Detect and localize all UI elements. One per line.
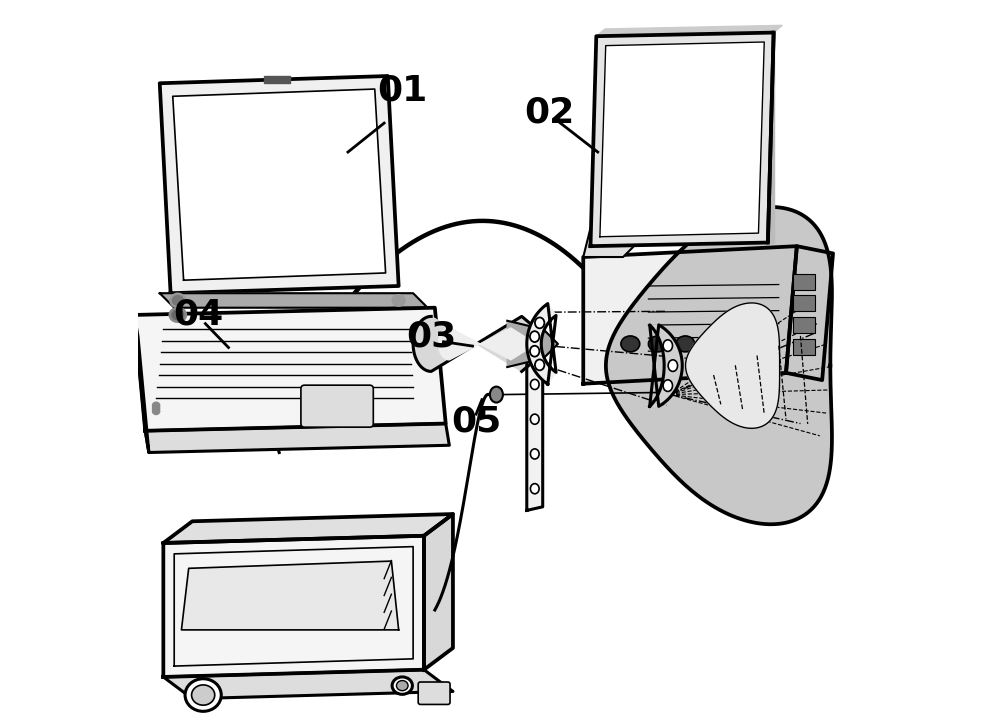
Polygon shape (163, 536, 424, 677)
Bar (793, 317, 815, 333)
Ellipse shape (668, 360, 678, 371)
Ellipse shape (185, 679, 221, 711)
Polygon shape (600, 42, 764, 237)
FancyBboxPatch shape (301, 385, 373, 427)
Polygon shape (596, 25, 782, 36)
Bar (793, 295, 815, 311)
Polygon shape (181, 561, 399, 630)
Polygon shape (590, 33, 774, 246)
Ellipse shape (530, 331, 539, 342)
Polygon shape (583, 246, 797, 384)
Polygon shape (163, 514, 453, 543)
Ellipse shape (530, 449, 539, 459)
Ellipse shape (490, 387, 503, 403)
Ellipse shape (648, 336, 667, 352)
Ellipse shape (535, 317, 544, 328)
Bar (793, 339, 815, 355)
Polygon shape (786, 246, 833, 380)
Polygon shape (606, 207, 832, 524)
Polygon shape (768, 33, 774, 243)
Polygon shape (686, 303, 780, 429)
Ellipse shape (530, 346, 539, 357)
Ellipse shape (663, 380, 673, 392)
Ellipse shape (169, 308, 187, 322)
Ellipse shape (192, 685, 215, 705)
Ellipse shape (530, 414, 539, 424)
Polygon shape (583, 228, 638, 257)
Ellipse shape (152, 408, 160, 414)
Polygon shape (173, 89, 386, 280)
Ellipse shape (172, 295, 183, 306)
Polygon shape (145, 424, 449, 452)
Polygon shape (134, 308, 446, 431)
Polygon shape (424, 514, 453, 670)
Polygon shape (413, 316, 554, 371)
Ellipse shape (530, 484, 539, 494)
Text: 01: 01 (377, 74, 427, 107)
Ellipse shape (663, 340, 673, 351)
Ellipse shape (392, 295, 405, 306)
Ellipse shape (621, 336, 640, 352)
Polygon shape (160, 293, 428, 308)
Bar (793, 274, 815, 290)
Text: 03: 03 (406, 320, 456, 353)
Ellipse shape (170, 293, 186, 308)
Ellipse shape (152, 403, 160, 408)
Polygon shape (163, 670, 453, 699)
Text: 05: 05 (451, 405, 501, 438)
Ellipse shape (530, 379, 539, 390)
FancyBboxPatch shape (418, 682, 450, 704)
Polygon shape (160, 76, 399, 293)
Ellipse shape (152, 405, 160, 411)
Polygon shape (527, 358, 543, 510)
Ellipse shape (676, 336, 695, 352)
Ellipse shape (396, 681, 408, 691)
Polygon shape (650, 325, 682, 406)
Polygon shape (134, 315, 149, 452)
Bar (264, 76, 290, 83)
Polygon shape (438, 328, 536, 360)
Ellipse shape (172, 310, 184, 320)
Polygon shape (527, 303, 556, 384)
Text: 02: 02 (524, 96, 574, 129)
Polygon shape (507, 321, 558, 367)
Text: 04: 04 (173, 298, 223, 332)
Ellipse shape (392, 677, 412, 694)
Ellipse shape (535, 360, 544, 371)
